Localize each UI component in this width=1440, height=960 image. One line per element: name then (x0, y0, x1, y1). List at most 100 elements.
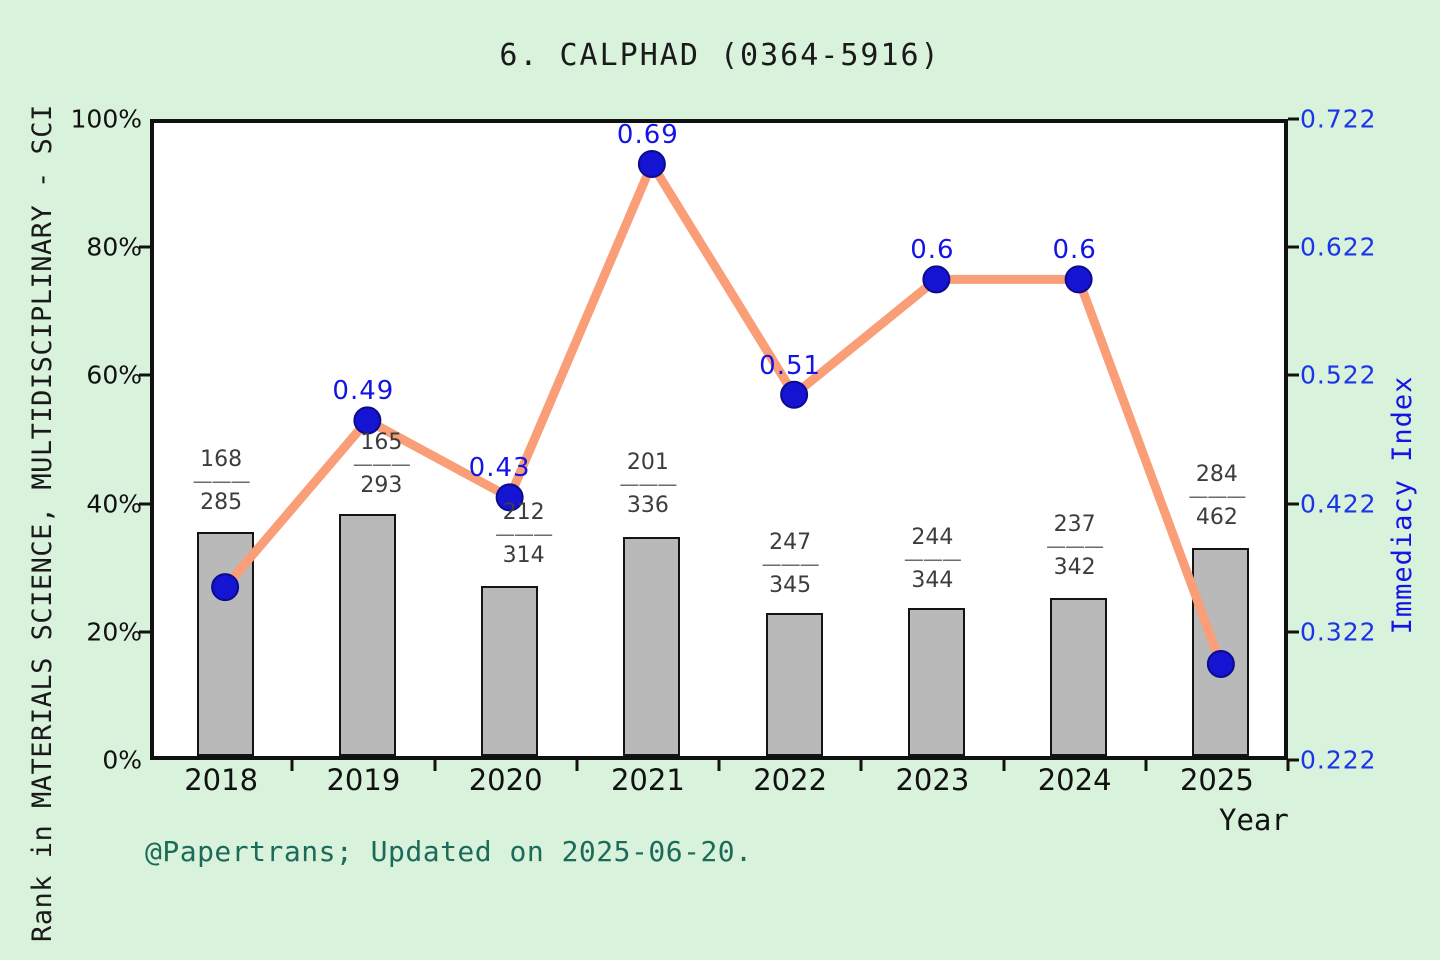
rank-value: 201 (626, 450, 669, 475)
bar-2024 (1050, 597, 1108, 756)
left-tick-mark (139, 373, 150, 377)
rank-fraction-2018: 168 ——— 285 (192, 447, 251, 516)
bar-2019 (338, 514, 396, 756)
right-tick-mark (1288, 117, 1299, 121)
rank-value: 212 (502, 500, 545, 525)
right-tick-label: 0.322 (1300, 617, 1377, 647)
plot-inner (154, 123, 1284, 756)
left-tick-label: 40% (86, 489, 142, 519)
plot-area (150, 119, 1288, 760)
total-value: 285 (200, 489, 243, 515)
x-tick-label: 2024 (1037, 763, 1112, 797)
right-tick-label: 0.522 (1300, 360, 1377, 390)
rank-fraction-2023: 244 ——— 344 (903, 525, 962, 594)
bar-2022 (765, 613, 823, 756)
right-axis-label: Immediacy Index (1386, 375, 1418, 635)
x-tick-mark (717, 760, 721, 771)
left-tick-mark (139, 245, 150, 249)
x-tick-mark (575, 760, 579, 771)
left-tick-label: 80% (86, 232, 142, 262)
x-tick-label: 2020 (468, 763, 543, 797)
left-tick-mark (139, 630, 150, 634)
right-tick-mark (1288, 373, 1299, 377)
left-tick-label: 100% (70, 104, 142, 134)
bar-2020 (481, 586, 539, 756)
right-tick-mark (1288, 502, 1299, 506)
fraction-rule: ——— (352, 451, 411, 476)
right-tick-label: 0.622 (1300, 232, 1377, 262)
x-tick-mark (859, 760, 863, 771)
point-label-2022: 0.51 (759, 350, 822, 381)
point-label-2020: 0.43 (468, 453, 531, 484)
fraction-rule: ——— (761, 551, 820, 576)
x-tick-mark (290, 760, 294, 771)
rank-value: 168 (200, 447, 243, 472)
right-tick-label: 0.722 (1300, 104, 1377, 134)
rank-value: 247 (769, 530, 812, 555)
rank-fraction-2021: 201 ——— 336 (619, 450, 677, 519)
point-label-2021: 0.69 (616, 120, 679, 151)
left-tick-label: 20% (86, 617, 142, 647)
rank-value: 165 (360, 430, 403, 455)
total-value: 462 (1195, 504, 1238, 530)
rank-value: 237 (1053, 512, 1096, 537)
total-value: 342 (1053, 554, 1096, 580)
point-label-2019: 0.49 (332, 376, 395, 407)
total-value: 344 (911, 567, 954, 593)
x-tick-label: 2025 (1179, 763, 1254, 797)
right-tick-mark (1288, 245, 1299, 249)
total-value: 314 (502, 542, 545, 568)
data-point-2021 (637, 150, 666, 179)
left-axis-label: Rank in MATERIALS SCIENCE, MULTIDISCIPLI… (26, 104, 58, 942)
total-value: 345 (769, 572, 812, 598)
x-tick-label: 2023 (895, 763, 970, 797)
data-point-2024 (1064, 265, 1093, 294)
fraction-rule: ——— (192, 468, 251, 493)
total-value: 293 (360, 472, 403, 498)
x-tick-mark (1144, 760, 1148, 771)
x-tick-label: 2021 (610, 763, 685, 797)
data-point-2025 (1206, 650, 1235, 679)
point-label-2023: 0.6 (910, 235, 955, 266)
rank-value: 244 (911, 525, 954, 550)
right-tick-mark (1288, 630, 1299, 634)
footer-credit: @Papertrans; Updated on 2025-06-20. (145, 835, 753, 868)
x-tick-label: 2018 (184, 763, 259, 797)
x-tick-mark (1286, 760, 1290, 771)
line-series-svg (211, 150, 1235, 679)
immediacy-index-line (220, 159, 1226, 669)
data-point-2018 (211, 573, 240, 602)
x-tick-mark (1002, 760, 1005, 771)
x-tick-label: 2022 (753, 763, 828, 797)
bar-2021 (623, 536, 681, 756)
x-tick-mark (433, 760, 436, 771)
fraction-rule: ——— (1188, 483, 1246, 508)
total-value: 336 (626, 492, 669, 518)
fraction-rule: ——— (619, 471, 677, 496)
data-point-2022 (780, 380, 809, 409)
fraction-rule: ——— (1046, 533, 1104, 558)
x-axis-label: Year (1219, 803, 1289, 837)
left-tick-label: 60% (86, 360, 142, 390)
right-tick-mark (1288, 758, 1299, 762)
data-point-2023 (922, 265, 951, 294)
left-tick-label: 0% (102, 745, 142, 775)
rank-value: 284 (1195, 462, 1238, 487)
rank-fraction-2019: 165 ——— 293 (352, 430, 411, 499)
data-point-2019 (353, 406, 382, 435)
data-point-2020 (495, 483, 524, 512)
rank-fraction-2020: 212 ——— 314 (495, 500, 553, 569)
right-tick-label: 0.222 (1300, 745, 1377, 775)
rank-fraction-2022: 247 ——— 345 (761, 530, 820, 599)
fraction-rule: ——— (495, 521, 553, 546)
rank-fraction-2024: 237 ——— 342 (1046, 512, 1104, 581)
bar-2023 (907, 607, 965, 756)
x-tick-label: 2019 (326, 763, 401, 797)
right-tick-label: 0.422 (1300, 489, 1377, 519)
point-label-2024: 0.6 (1052, 235, 1097, 266)
fraction-rule: ——— (903, 546, 962, 571)
left-tick-mark (139, 502, 150, 506)
chart-title: 6. CALPHAD (0364-5916) (499, 38, 941, 73)
rank-fraction-2025: 284 ——— 462 (1188, 462, 1246, 531)
